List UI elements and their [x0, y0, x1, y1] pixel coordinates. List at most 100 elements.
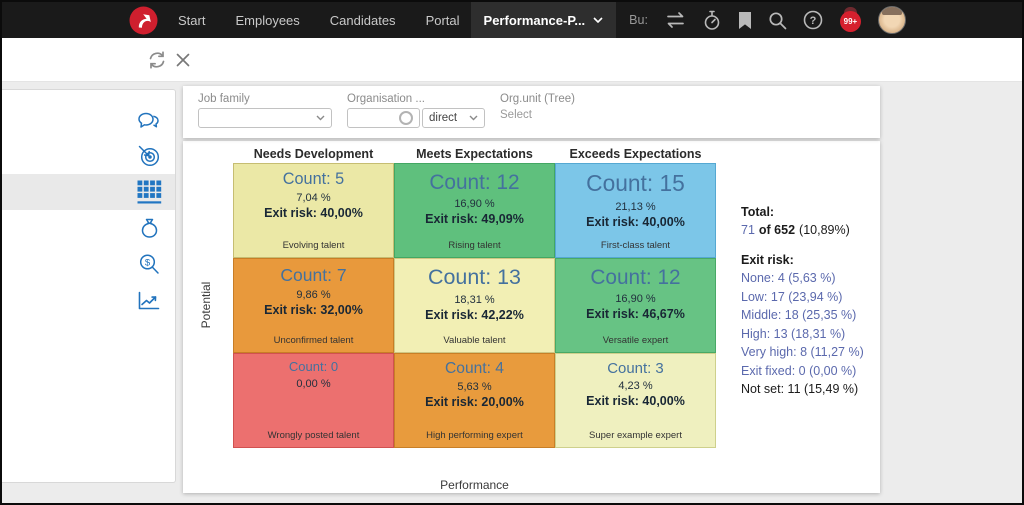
cell-count: Count: 0 — [288, 359, 339, 374]
target-icon — [138, 145, 160, 167]
matrix-column-headers: Needs Development Meets Expectations Excee… — [233, 147, 716, 161]
refresh-icon — [149, 50, 165, 69]
top-nav: Start Employees Candidates Portal Performan… — [2, 2, 1022, 38]
exit-risk-item[interactable]: Low: 17 (23,94 %) — [741, 289, 843, 304]
cell-count: Count: 3 — [607, 360, 664, 377]
cell-percent: 21,13 % — [615, 200, 656, 213]
cell-count: Count: 4 — [445, 360, 504, 377]
stats-panel: Total: 71 of 652 (10,89%) Exit risk: None:… — [741, 203, 870, 399]
notifications-bell-icon[interactable]: 99+ — [839, 7, 862, 33]
org-unit-select-link[interactable]: Select — [500, 109, 532, 121]
cell-exit-risk: Exit risk: 20,00% — [425, 395, 524, 410]
close-button[interactable] — [170, 47, 196, 73]
matrix-column-header: Exceeds Expectations — [569, 147, 702, 161]
circle-indicator-icon — [399, 111, 413, 125]
help-icon[interactable]: ? — [803, 10, 823, 30]
close-icon — [176, 53, 190, 66]
exit-risk-item[interactable]: High: 13 (18,31 %) — [741, 326, 846, 341]
exit-risk-item[interactable]: None: 4 (5,63 %) — [741, 271, 836, 285]
nav-item-truncated[interactable]: Bu: — [629, 13, 648, 27]
cell-talent-tag: Wrongly posted talent — [267, 430, 360, 441]
cell-exit-risk: Exit risk: 40,00% — [586, 394, 685, 409]
nav-item-employees[interactable]: Employees — [235, 12, 300, 28]
matrix-cell-r1c2[interactable]: Count: 12 16,90 % Exit risk: 46,67% Versati… — [555, 258, 716, 353]
bookmark-icon[interactable] — [738, 11, 752, 30]
nav-item-portal[interactable]: Portal — [425, 12, 460, 28]
brand-logo-icon[interactable] — [129, 6, 158, 35]
search-icon[interactable] — [768, 11, 787, 30]
sidebar-item-salary-search[interactable]: $ — [2, 246, 175, 282]
sidebar-item-grid[interactable] — [2, 174, 175, 210]
y-axis-label: Potential — [199, 281, 213, 329]
cell-talent-tag: Rising talent — [448, 240, 501, 251]
cell-talent-tag: Versatile expert — [602, 335, 669, 346]
exit-risk-item[interactable]: Exit fixed: 0 (0,00 %) — [741, 363, 857, 378]
grid-icon — [137, 180, 162, 204]
exit-risk-item[interactable]: Middle: 18 (25,35 %) — [741, 308, 857, 322]
matrix-cell-r0c0[interactable]: Count: 5 7,04 % Exit risk: 40,00% Evolving … — [233, 163, 394, 258]
nine-box-card: Needs Development Meets Expectations Excee… — [183, 141, 880, 493]
cell-percent: 4,23 % — [618, 380, 653, 393]
user-avatar[interactable] — [877, 6, 906, 34]
nav-action-icons: ? 99+ — [665, 6, 906, 34]
organisation-input[interactable] — [347, 108, 420, 128]
chevron-down-icon — [593, 17, 603, 23]
total-label: Total: — [741, 205, 775, 219]
matrix-cell-r0c2[interactable]: Count: 15 21,13 % Exit risk: 40,00% First-c… — [555, 163, 716, 258]
cell-count: Count: 5 — [282, 170, 345, 188]
cell-exit-risk: Exit risk: 49,09% — [425, 212, 524, 227]
sidebar-item-trend-chart[interactable] — [2, 282, 175, 318]
cell-exit-risk: Exit risk: 32,00% — [264, 302, 363, 317]
nav-item-performance[interactable]: Performance-P... — [470, 2, 617, 38]
nav-item-start[interactable]: Start — [178, 12, 206, 28]
exit-risk-label: Exit risk: — [741, 253, 794, 267]
nine-box-grid: Count: 5 7,04 % Exit risk: 40,00% Evolving … — [233, 163, 716, 448]
exit-risk-item: Not set: 11 (15,49 %) — [741, 382, 859, 396]
exit-risk-list: None: 4 (5,63 %) Low: 17 (23,94 %) Middle:… — [741, 269, 870, 399]
chevron-down-icon — [316, 115, 325, 121]
sidebar-item-chat[interactable] — [2, 102, 175, 138]
matrix-cell-r1c1[interactable]: Count: 13 18,31 % Exit risk: 42,22% Valuabl… — [394, 258, 555, 353]
transfer-icon[interactable] — [665, 11, 686, 29]
org-unit-label: Org.unit (Tree) — [500, 93, 575, 105]
cell-count: Count: 12 — [429, 171, 520, 194]
exit-risk-item[interactable]: Very high: 8 (11,27 %) — [741, 345, 864, 359]
cell-count: Count: 7 — [280, 265, 347, 285]
filter-bar: Job family Organisation ... direct Org.u… — [183, 86, 880, 138]
svg-text:$: $ — [145, 257, 151, 268]
sidebar-item-target[interactable] — [2, 138, 175, 174]
total-count-link[interactable]: 71 — [741, 223, 755, 237]
cell-percent: 7,04 % — [296, 192, 331, 205]
timer-icon[interactable] — [702, 10, 722, 31]
svg-text:?: ? — [810, 15, 817, 27]
nav-menu: Start Employees Candidates Portal — [178, 13, 460, 28]
sidebar-item-moneybag[interactable] — [2, 210, 175, 246]
sidebar: $ — [2, 89, 176, 483]
matrix-cell-r0c1[interactable]: Count: 12 16,90 % Exit risk: 49,09% Rising … — [394, 163, 555, 258]
trend-chart-icon — [138, 291, 160, 310]
matrix-cell-r2c0[interactable]: Count: 0 0,00 % Wrongly posted talent — [233, 353, 394, 448]
nav-active-label: Performance-P... — [483, 12, 586, 28]
cell-exit-risk: Exit risk: 42,22% — [425, 307, 524, 322]
organisation-mode-select[interactable]: direct — [422, 108, 485, 128]
matrix-cell-r1c0[interactable]: Count: 7 9,86 % Exit risk: 32,00% Unconfirm… — [233, 258, 394, 353]
avatar-hair — [881, 7, 902, 15]
matrix-cell-r2c2[interactable]: Count: 3 4,23 % Exit risk: 40,00% Super exa… — [555, 353, 716, 448]
cell-count: Count: 13 — [428, 265, 521, 289]
matrix-column-header: Meets Expectations — [416, 147, 533, 161]
cell-exit-risk: Exit risk: 40,00% — [264, 206, 363, 221]
cell-talent-tag: Evolving talent — [282, 240, 345, 251]
toolbar — [2, 38, 1022, 82]
refresh-button[interactable] — [144, 47, 170, 73]
cell-talent-tag: First-class talent — [600, 240, 671, 251]
job-family-select[interactable] — [198, 108, 332, 128]
cell-talent-tag: Super example expert — [589, 430, 682, 441]
nav-item-candidates[interactable]: Candidates — [329, 12, 396, 28]
money-bag-icon — [141, 218, 158, 238]
salary-search-icon: $ — [139, 253, 159, 274]
cell-percent: 18,31 % — [454, 293, 495, 306]
chevron-down-icon — [469, 115, 478, 121]
cell-count: Count: 12 — [590, 266, 681, 289]
matrix-cell-r2c1[interactable]: Count: 4 5,63 % Exit risk: 20,00% High perf… — [394, 353, 555, 448]
